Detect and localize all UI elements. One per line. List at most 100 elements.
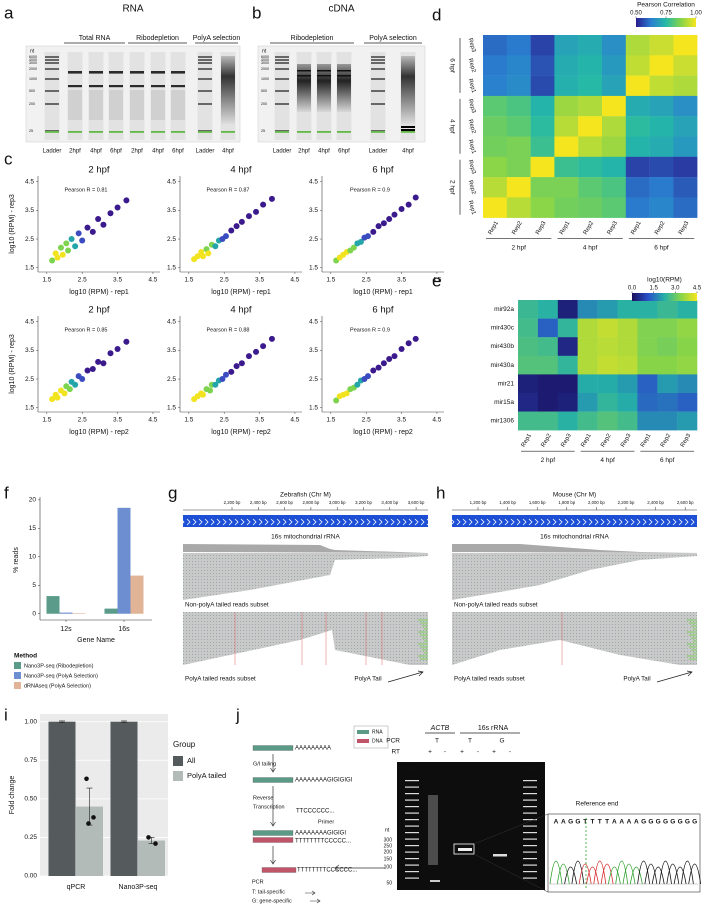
col-label: Rep2 xyxy=(654,220,667,236)
heatmap-cell xyxy=(483,55,507,76)
gene-label: 16s mitochondrial rRNA xyxy=(271,534,340,541)
ladder-band xyxy=(405,786,419,788)
heatmap-cell xyxy=(677,355,698,375)
gel-marker-band xyxy=(130,131,144,133)
gene-label: 16s mitochondrial rRNA xyxy=(540,534,609,541)
col-group-label: 4 hpf xyxy=(600,457,615,464)
point xyxy=(95,358,102,365)
gel-band xyxy=(45,78,59,80)
browser-title: Zebrafish (Chr M) xyxy=(280,492,331,499)
heatmap-cell xyxy=(657,300,678,319)
point xyxy=(84,367,91,374)
gel-band xyxy=(68,85,82,88)
legend-swatch xyxy=(173,771,183,781)
trace-peak xyxy=(644,863,658,885)
heatmap-cell xyxy=(554,116,579,137)
ladder-band xyxy=(523,858,537,860)
legend-label: dRNAseq (PolyA Selection) xyxy=(24,683,91,689)
x-tick-label: 3.5 xyxy=(255,277,264,284)
heatmap-cell xyxy=(637,337,658,356)
base-call: G xyxy=(692,819,697,826)
plot-title: 6 hpf xyxy=(372,165,393,176)
col-label: Rep3 xyxy=(535,220,548,236)
heatmap-cell xyxy=(530,75,555,97)
ladder-size: 250 xyxy=(384,843,393,849)
ladder-band xyxy=(405,780,419,782)
point xyxy=(95,215,102,222)
heatmap-cell xyxy=(677,300,698,319)
lane-label: 6hpf xyxy=(110,149,122,155)
heatmap-cell xyxy=(677,374,698,394)
point xyxy=(398,345,405,352)
heatmap-cell xyxy=(557,337,578,356)
point xyxy=(380,220,387,227)
row-label: mir430a xyxy=(491,362,515,369)
row-label: Rep1 xyxy=(467,78,477,94)
heatmap-cell xyxy=(557,355,578,375)
x-axis-label: log10 (RPM) - rep2 xyxy=(211,429,271,436)
y-tick-label: 1.5 xyxy=(309,404,318,411)
ladder-band xyxy=(405,806,419,808)
gel-lane xyxy=(197,52,213,140)
point xyxy=(72,243,79,250)
heatmap-cell xyxy=(657,337,678,356)
tail-arrow xyxy=(656,670,693,683)
col-label: Rep3 xyxy=(560,432,573,448)
x-tick-label: 2.5 xyxy=(362,417,371,424)
row-label: mir92a xyxy=(494,306,514,313)
point xyxy=(59,251,66,258)
heatmap-cell xyxy=(554,55,579,76)
x-axis-label: log10 (RPM) - rep2 xyxy=(69,429,129,436)
trace-peak xyxy=(637,860,650,885)
ruler-label: 3,600 bp xyxy=(408,500,425,505)
heatmap-cell xyxy=(617,355,638,375)
heatmap-cell xyxy=(518,300,539,319)
heatmap-cell xyxy=(617,393,638,412)
heatmap-cell xyxy=(578,35,603,56)
gel-band xyxy=(198,62,212,64)
row-label: mir430b xyxy=(491,343,515,350)
heatmap-cell xyxy=(625,116,650,137)
y-tick-label: 1.5 xyxy=(167,404,176,411)
heatmap-cell xyxy=(637,393,658,412)
heatmap-cell xyxy=(537,411,558,431)
replicate-point xyxy=(91,815,96,820)
base-call: T xyxy=(583,819,587,826)
replicate-point xyxy=(86,821,91,826)
heatmap-cell xyxy=(506,35,531,56)
heatmap-cell xyxy=(577,374,598,394)
lane-label: 4hpf xyxy=(222,149,234,155)
row-label: PCR xyxy=(386,738,400,745)
point xyxy=(343,390,350,397)
ladder-size: 25 xyxy=(261,129,265,133)
x-tick-label: 12s xyxy=(60,626,72,633)
heatmap-cell xyxy=(537,374,558,394)
heatmap-cell xyxy=(554,136,579,157)
ladder-size: 300 xyxy=(384,837,393,843)
heatmap-cell xyxy=(554,75,579,97)
track-label: PolyA tailed reads subset xyxy=(454,676,525,683)
strand xyxy=(252,777,294,783)
point xyxy=(268,195,275,202)
lane-label: 4hpf xyxy=(402,149,414,155)
col-label: Rep1 xyxy=(559,220,572,236)
heatmap-cell xyxy=(649,116,674,137)
heatmap-cell xyxy=(602,136,626,157)
sequence-text: TTTTTTTTCCCCCC... xyxy=(297,868,358,874)
ladder-band xyxy=(405,845,419,847)
heatmap-cell xyxy=(649,95,674,117)
heatmap-cell xyxy=(602,35,626,56)
sequence-text: AAAAAAAAGIGIGI xyxy=(295,831,346,837)
ladder-size: 200 xyxy=(261,102,267,106)
heatmap-cell xyxy=(557,374,578,394)
base-call: A xyxy=(561,819,566,826)
ladder-band xyxy=(523,851,537,853)
heatmap-cell xyxy=(673,75,698,97)
heatmap-cell xyxy=(597,300,618,319)
ladder-band xyxy=(405,838,419,840)
base-call: A xyxy=(634,819,639,826)
heatmap-cell xyxy=(677,318,698,338)
gel-band xyxy=(45,68,59,70)
panel-letter: j xyxy=(235,705,240,724)
gel-band xyxy=(198,78,212,80)
